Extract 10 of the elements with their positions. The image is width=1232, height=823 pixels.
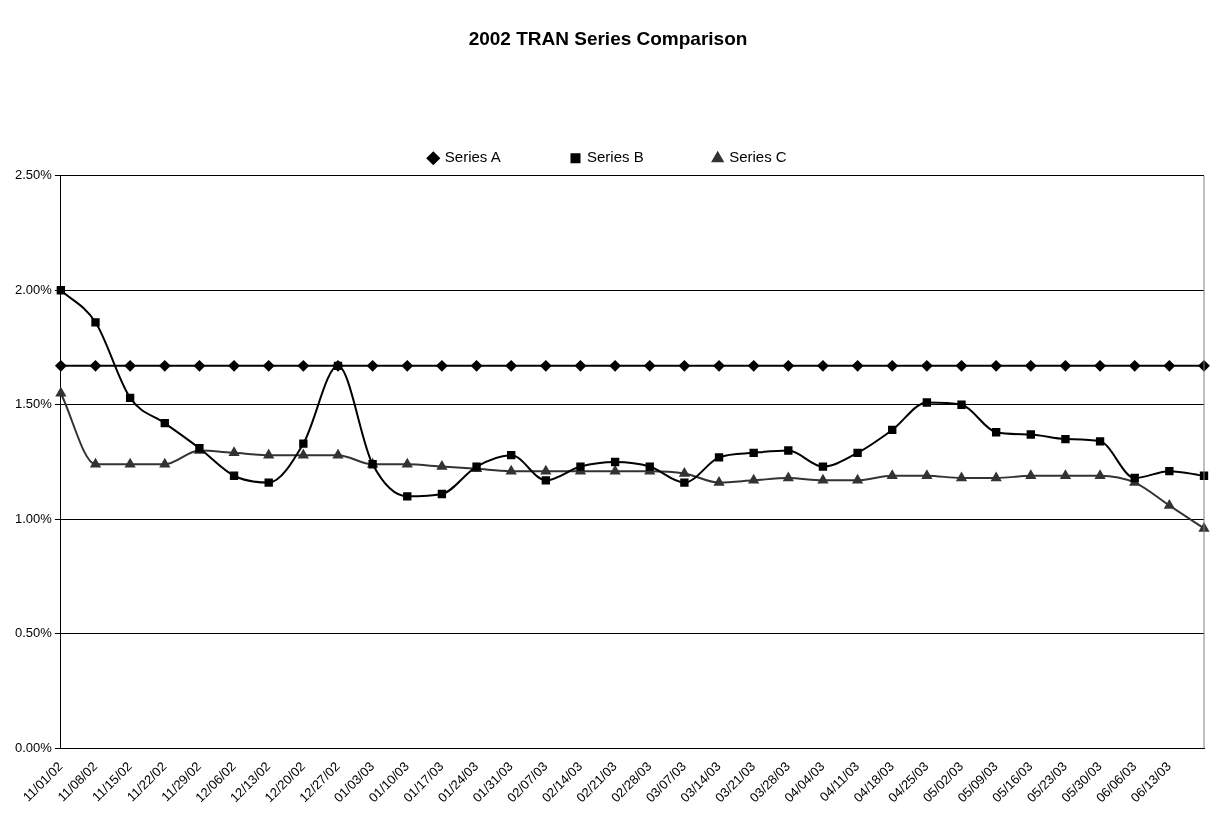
y-tick-label: 2.50% xyxy=(14,167,53,183)
y-tick-label: 1.50% xyxy=(14,396,53,412)
y-tick-label: 1.00% xyxy=(14,510,53,526)
legend-label: Series A xyxy=(444,148,501,166)
y-tick-label: 0.50% xyxy=(14,625,53,641)
legend-label: Series C xyxy=(729,148,787,166)
y-tick-label: 2.00% xyxy=(14,281,53,297)
chart-title: 2002 TRAN Series Comparison xyxy=(468,27,748,49)
y-tick-label: 0.00% xyxy=(14,739,53,755)
legend-label: Series B xyxy=(586,148,644,166)
